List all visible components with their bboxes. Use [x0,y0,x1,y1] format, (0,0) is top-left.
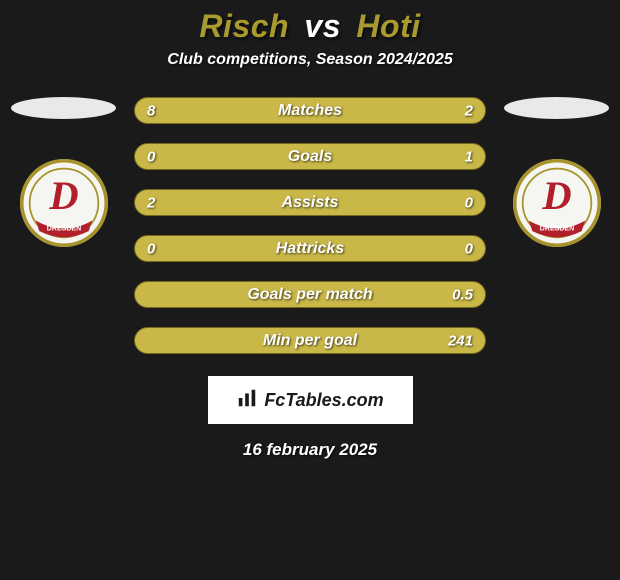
stat-label: Goals per match [135,286,485,304]
stat-bar: 20Assists [134,189,486,216]
branding-text: FcTables.com [264,390,383,411]
date-text: 16 february 2025 [0,440,620,460]
stat-label: Matches [135,102,485,120]
subtitle: Club competitions, Season 2024/2025 [0,51,620,69]
team-badge-right: D DRESDEN [513,159,601,247]
stat-label: Goals [135,148,485,166]
stat-bar: 241Min per goal [134,327,486,354]
svg-text:DRESDEN: DRESDEN [46,225,80,232]
player2-shadow [504,97,609,119]
right-team-column: D DRESDEN [499,97,614,247]
team-badge-left: D DRESDEN [20,159,108,247]
comparison-card: Risch vs Hoti Club competitions, Season … [0,0,620,580]
stat-label: Assists [135,194,485,212]
stat-bars: 82Matches 01Goals 20Assists 00Hattricks 0.5G… [134,97,486,354]
svg-text:DRESDEN: DRESDEN [539,225,573,232]
player1-shadow [11,97,116,119]
stat-label: Hattricks [135,240,485,258]
stat-label: Min per goal [135,332,485,350]
stat-bar: 82Matches [134,97,486,124]
vs-separator: vs [304,8,341,44]
comparison-stage: D DRESDEN D DRESDEN 82Matches 01Goals 20As… [0,97,620,354]
player1-name: Risch [199,8,289,44]
player2-name: Hoti [356,8,420,44]
svg-text:D: D [48,173,78,218]
svg-text:D: D [541,173,571,218]
stat-bar: 01Goals [134,143,486,170]
stat-bar: 00Hattricks [134,235,486,262]
bar-chart-icon [236,387,258,414]
page-title: Risch vs Hoti [0,8,620,45]
left-team-column: D DRESDEN [6,97,121,247]
branding-box: FcTables.com [208,376,413,424]
stat-bar: 0.5Goals per match [134,281,486,308]
